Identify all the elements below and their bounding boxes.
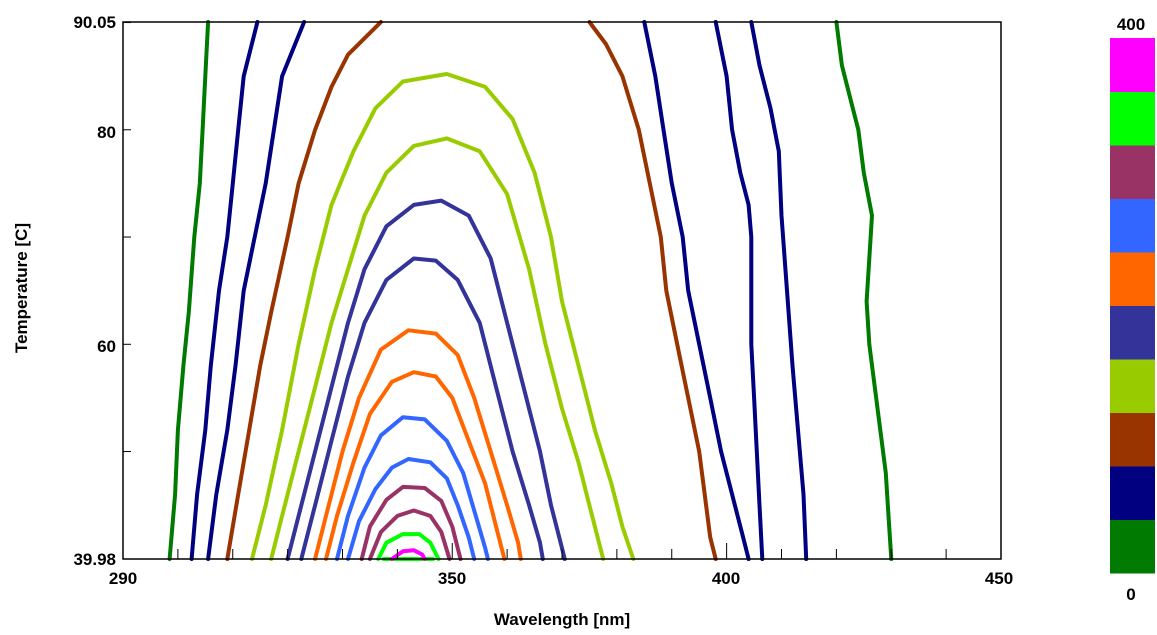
contour-line-0 — [167, 20, 211, 561]
colorbar-swatch — [1110, 38, 1155, 92]
colorbar-swatch — [1110, 519, 1155, 574]
colorbar-swatch — [1110, 412, 1155, 467]
axis-ticks — [123, 22, 947, 559]
contour-line-13 — [367, 508, 452, 561]
contour-line-7 — [299, 256, 545, 561]
contour-line-21 — [834, 20, 894, 561]
contour-line-5 — [269, 136, 606, 561]
contour-line-10 — [335, 415, 490, 561]
colorbar — [1110, 38, 1155, 574]
contour-line-6 — [285, 198, 567, 561]
y-tick-label: 60 — [97, 337, 116, 356]
colorbar-min-label: 0 — [1126, 585, 1135, 604]
colorbar-swatch — [1110, 359, 1155, 413]
x-tick-label: 290 — [109, 569, 137, 588]
contour-line-18 — [642, 20, 751, 561]
contour-line-1 — [189, 20, 260, 561]
colorbar-swatch — [1110, 145, 1155, 199]
contour-line-14 — [376, 532, 441, 561]
contour-line-3 — [225, 20, 383, 561]
colorbar-max-label: 400 — [1117, 15, 1145, 34]
contour-line-12 — [359, 484, 463, 561]
contour-line-19 — [713, 20, 765, 561]
y-tick-label: 80 — [97, 123, 116, 142]
contour-line-9 — [324, 370, 507, 561]
colorbar-swatch — [1110, 91, 1155, 146]
contour-line-8 — [313, 328, 523, 561]
colorbar-swatch — [1110, 466, 1155, 520]
x-axis-title: Wavelength [nm] — [494, 610, 630, 629]
x-tick-label: 450 — [985, 569, 1013, 588]
colorbar-swatch — [1110, 252, 1155, 306]
contour-line-2 — [206, 20, 307, 561]
y-tick-label: 90.05 — [73, 13, 116, 32]
y-tick-label: 39.98 — [73, 550, 116, 569]
contour-line-11 — [346, 457, 477, 561]
x-tick-label: 350 — [438, 569, 466, 588]
colorbar-swatch — [1110, 305, 1155, 360]
x-tick-label: 400 — [712, 569, 740, 588]
colorbar-swatch — [1110, 198, 1155, 253]
contour-line-16 — [389, 548, 427, 561]
contour-line-4 — [250, 72, 636, 561]
y-axis-title: Temperature [C] — [12, 223, 31, 353]
contour-line-17 — [587, 20, 718, 561]
contour-lines — [167, 20, 894, 561]
contour-line-20 — [749, 20, 809, 561]
